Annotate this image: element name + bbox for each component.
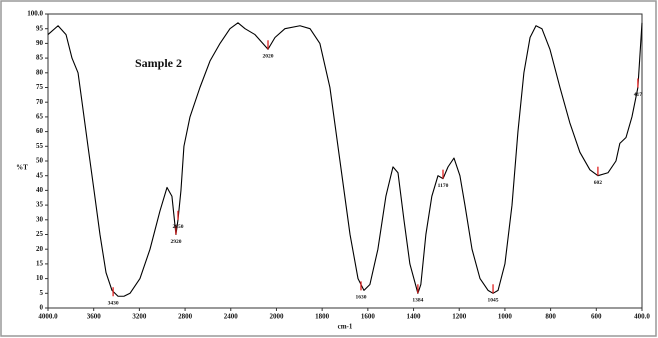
peak-label: 602: [594, 180, 603, 186]
y-tick-label: 40: [36, 186, 44, 194]
x-tick-label: 2000: [269, 313, 284, 321]
x-tick-label: 600: [591, 313, 602, 321]
x-tick-label: 1000: [498, 313, 513, 321]
y-tick-label: 85: [36, 54, 44, 62]
peak-label: 2920: [170, 239, 181, 245]
peak-label: 2020: [263, 54, 274, 60]
x-tick-label: 2400: [224, 313, 239, 321]
y-tick-label: 20: [36, 245, 44, 253]
peak-label: 1170: [438, 183, 449, 189]
y-tick-label: 5: [40, 289, 44, 297]
y-tick-label: 70: [36, 98, 44, 106]
y-tick-label: 75: [36, 83, 44, 91]
y-tick-label: 90: [36, 39, 44, 47]
y-tick-label: 60: [36, 127, 44, 135]
y-tick-label: 55: [36, 142, 44, 150]
x-tick-label: 1400: [407, 313, 422, 321]
x-tick-label: 2800: [178, 313, 193, 321]
x-tick-label: 400.0: [634, 313, 650, 321]
y-tick-label: 100.0: [27, 10, 43, 18]
peak-label: 417: [634, 92, 643, 98]
x-tick-label: 3600: [87, 313, 102, 321]
y-tick-label: 95: [36, 24, 44, 32]
y-tick-label: 50: [36, 157, 44, 165]
spectrum-line: [47, 22, 643, 297]
x-tick-label: 4000.0: [38, 313, 58, 321]
y-tick-label: 0: [40, 304, 44, 312]
y-tick-label: 65: [36, 113, 44, 121]
x-tick-label: 1800: [315, 313, 330, 321]
x-tick-label: 1600: [361, 313, 376, 321]
y-tick-label: 45: [36, 171, 44, 179]
y-tick-label: 25: [36, 230, 44, 238]
peak-label: 2850: [172, 224, 183, 230]
y-tick-label: 35: [36, 201, 44, 209]
y-axis-label: %T: [16, 164, 28, 172]
peak-label: 1384: [412, 298, 423, 304]
x-tick-label: 800: [545, 313, 556, 321]
x-tick-label: 1200: [452, 313, 467, 321]
peak-label: 1045: [488, 298, 499, 304]
x-axis-label: cm-1: [338, 323, 353, 331]
chart-title: Sample 2: [135, 56, 182, 70]
peak-label: 1630: [355, 295, 366, 301]
y-tick-label: 80: [36, 68, 44, 76]
y-tick-label: 15: [36, 260, 44, 268]
peak-label: 3430: [108, 301, 119, 307]
y-tick-label: 30: [36, 215, 44, 223]
x-tick-label: 3200: [132, 313, 147, 321]
y-tick-label: 10: [36, 274, 44, 282]
